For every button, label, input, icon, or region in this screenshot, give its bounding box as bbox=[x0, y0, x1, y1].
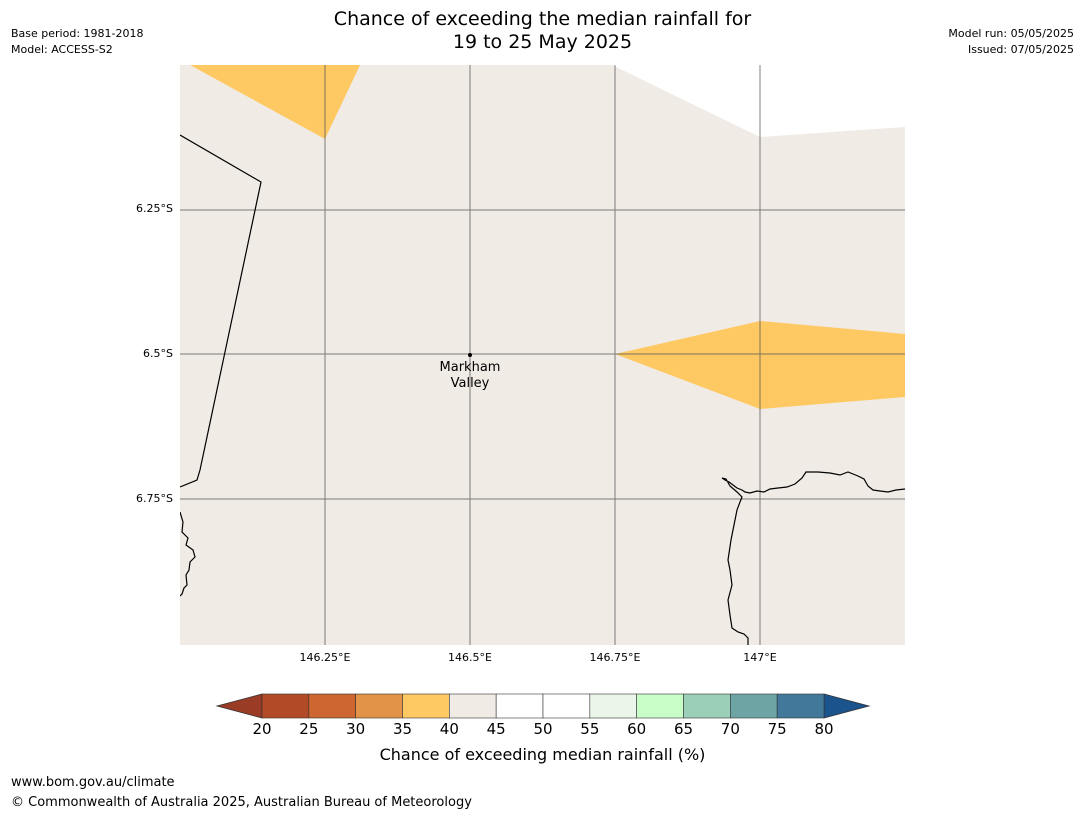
colorbar-tick-label: 65 bbox=[673, 720, 694, 738]
colorbar-tick-label: 50 bbox=[533, 720, 553, 738]
colorbar-segment bbox=[308, 693, 356, 719]
graticule bbox=[180, 65, 905, 645]
lon-label-146-25: 146.25°E bbox=[299, 651, 351, 664]
meta-right: Model run: 05/05/2025 Issued: 07/05/2025 bbox=[948, 26, 1074, 58]
colorbar-segment bbox=[636, 693, 684, 719]
colorbar-tick-label: 75 bbox=[767, 720, 787, 738]
colorbar-tick-label: 70 bbox=[720, 720, 740, 738]
lat-label-6-5: 6.5°S bbox=[143, 347, 173, 360]
colorbar-segment bbox=[261, 693, 310, 719]
base-period-text: Base period: 1981-2018 bbox=[11, 27, 144, 40]
colorbar bbox=[215, 693, 871, 719]
colorbar-tick-label: 30 bbox=[346, 720, 366, 738]
colorbar-tick-label: 60 bbox=[627, 720, 647, 738]
issued-text: Issued: 07/05/2025 bbox=[967, 43, 1074, 56]
place-marker bbox=[468, 353, 472, 357]
colorbar-segment bbox=[683, 693, 731, 719]
lon-label-146-5: 146.5°E bbox=[448, 651, 492, 664]
lat-label-6-25: 6.25°S bbox=[136, 202, 173, 215]
place-label: Markham Valley bbox=[425, 360, 515, 392]
footer-copyright: © Commonwealth of Australia 2025, Austra… bbox=[11, 795, 472, 810]
province-boundary bbox=[180, 134, 262, 488]
map-area bbox=[180, 65, 905, 645]
title-line-1: Chance of exceeding the median rainfall … bbox=[333, 8, 752, 30]
model-run-text: Model run: 05/05/2025 bbox=[948, 27, 1074, 40]
colorbar-segment bbox=[589, 693, 637, 719]
meta-left: Base period: 1981-2018 Model: ACCESS-S2 bbox=[11, 26, 143, 58]
lat-label-6-75: 6.75°S bbox=[136, 492, 173, 505]
colorbar-tick-label: 25 bbox=[299, 720, 319, 738]
forecast-region-north bbox=[190, 65, 360, 139]
colorbar-segment bbox=[776, 693, 825, 719]
coastline-huon-gulf bbox=[721, 471, 905, 645]
colorbar-tick-label: 40 bbox=[439, 720, 459, 738]
model-text: Model: ACCESS-S2 bbox=[11, 43, 113, 56]
place-name-line-2: Valley bbox=[450, 376, 490, 391]
colorbar-low-extension bbox=[215, 693, 263, 719]
colorbar-segment bbox=[355, 693, 403, 719]
colorbar-high-extension bbox=[823, 693, 871, 719]
lon-label-147: 147°E bbox=[743, 651, 777, 664]
footer-url: www.bom.gov.au/climate bbox=[11, 775, 175, 790]
colorbar-segment bbox=[495, 693, 544, 719]
colorbar-segment bbox=[402, 693, 450, 719]
colorbar-tick-label: 45 bbox=[486, 720, 506, 738]
colorbar-tick-label: 80 bbox=[814, 720, 834, 738]
title-line-2: 19 to 25 May 2025 bbox=[452, 31, 633, 53]
map-title: Chance of exceeding the median rainfall … bbox=[0, 8, 1085, 54]
place-name-line-1: Markham bbox=[439, 360, 501, 375]
lon-label-146-75: 146.75°E bbox=[589, 651, 641, 664]
colorbar-segment bbox=[730, 693, 778, 719]
colorbar-segment bbox=[449, 693, 497, 719]
colorbar-label: Chance of exceeding median rainfall (%) bbox=[379, 745, 706, 764]
colorbar-segment bbox=[542, 693, 591, 719]
coastline-west bbox=[180, 511, 196, 597]
colorbar-tick-label: 55 bbox=[580, 720, 600, 738]
colorbar-tick-label: 35 bbox=[392, 720, 413, 738]
colorbar-tick-label: 20 bbox=[252, 720, 272, 738]
